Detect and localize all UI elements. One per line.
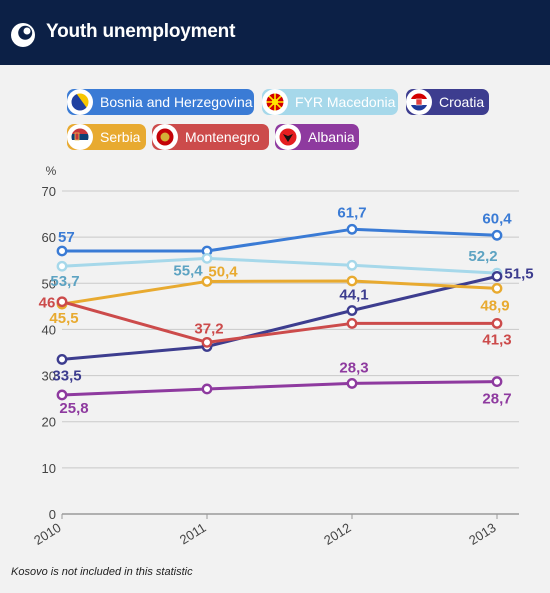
albania-flag-icon <box>275 124 301 150</box>
data-label: 25,8 <box>59 400 88 417</box>
header-bar: Youth unemployment <box>0 0 550 65</box>
legend-label: Serbia <box>100 129 141 145</box>
series-bosnia-and-herzegovina <box>56 223 503 257</box>
series-fyr-macedonia <box>56 252 503 279</box>
series-albania <box>56 376 503 401</box>
croatia-flag-icon <box>406 89 432 115</box>
series-serbia <box>56 275 503 310</box>
legend-item-albania: Albania <box>275 124 359 150</box>
data-point <box>491 282 503 294</box>
data-point <box>491 270 503 282</box>
legend-label: Bosnia and Herzegovina <box>100 94 253 110</box>
series-line <box>62 227 498 253</box>
data-point <box>346 223 358 235</box>
data-label: 41,3 <box>482 331 511 348</box>
data-label: 50,4 <box>208 263 238 280</box>
x-tick-label: 2012 <box>321 520 353 548</box>
macedonia-flag-icon <box>262 89 288 115</box>
legend-swatch <box>152 124 269 150</box>
data-label: 46 <box>39 295 56 312</box>
y-tick-label: 0 <box>49 507 56 522</box>
data-label: 48,9 <box>480 297 509 314</box>
data-point <box>346 259 358 271</box>
series-line <box>61 380 498 397</box>
serbia-flag-icon <box>67 124 93 150</box>
data-point <box>346 378 358 389</box>
chart-series <box>56 223 503 401</box>
data-label: 51,5 <box>504 265 533 282</box>
series-line <box>61 256 498 275</box>
y-tick-label: 10 <box>42 461 56 476</box>
legend-item-montenegro: Montenegro <box>152 124 269 150</box>
legend-item-croatia: Croatia <box>406 89 489 115</box>
data-point <box>201 276 213 287</box>
legend-swatch <box>262 89 398 115</box>
page-title: Youth unemployment <box>46 21 236 42</box>
bosnia-flag-icon <box>67 89 93 115</box>
y-tick-label: 20 <box>42 415 56 430</box>
data-point <box>491 318 503 329</box>
data-point <box>201 383 213 395</box>
data-point <box>201 252 213 264</box>
data-label: 44,1 <box>339 287 368 304</box>
data-label: 33,5 <box>52 367 81 384</box>
series-line <box>61 279 498 306</box>
data-label: 52,2 <box>468 248 497 265</box>
data-label: 28,3 <box>339 359 368 376</box>
y-tick-label: 40 <box>42 322 56 337</box>
x-tick-label: 2011 <box>177 520 209 548</box>
data-point <box>491 376 503 387</box>
footnote: Kosovo is not included in this statistic <box>11 566 193 578</box>
legend-label: Montenegro <box>185 129 260 145</box>
data-label: 55,4 <box>173 262 203 279</box>
legend-item-fyr-macedonia: FYR Macedonia <box>262 89 398 115</box>
data-point <box>346 318 358 329</box>
data-label: 28,7 <box>482 391 511 408</box>
x-tick-label: 2010 <box>31 520 63 548</box>
logo-icon <box>11 23 35 47</box>
data-point <box>346 275 358 287</box>
montenegro-flag-icon <box>152 124 178 150</box>
series-line <box>61 300 497 344</box>
data-label: 37,2 <box>194 320 223 337</box>
data-label: 61,7 <box>337 204 366 221</box>
legend-label: Albania <box>308 129 355 145</box>
data-point <box>346 305 358 316</box>
legend-item-bosnia-and-herzegovina: Bosnia and Herzegovina <box>67 89 254 115</box>
chart-data-labels: 57 61,7 60,4 53,7 55,4 52,2 33,5 44,1 51,5 45,5 50… <box>39 204 534 417</box>
y-tick-label: 50 <box>42 276 56 291</box>
y-tick-label: 70 <box>42 184 56 199</box>
legend-item-serbia: Serbia <box>67 124 146 150</box>
x-tick-label: 2013 <box>466 520 498 548</box>
legend: Bosnia and Herzegovina FYR Macedonia Croat… <box>67 89 489 150</box>
data-point <box>56 245 68 257</box>
data-label: 57 <box>58 229 75 246</box>
legend-swatch <box>67 89 254 115</box>
data-label: 60,4 <box>482 210 512 227</box>
data-point <box>56 389 68 401</box>
y-tick-label: 30 <box>42 369 56 384</box>
data-point <box>491 229 503 241</box>
y-tick-label: 60 <box>42 230 56 245</box>
data-point <box>56 296 68 308</box>
data-point <box>201 336 213 348</box>
legend-label: Croatia <box>439 94 484 110</box>
series-montenegro <box>56 296 503 348</box>
series-line <box>61 274 498 361</box>
data-label: 45,5 <box>49 310 78 327</box>
y-axis-label: % <box>46 164 57 178</box>
data-point <box>56 260 68 272</box>
data-label: 53,7 <box>50 273 79 290</box>
legend-label: FYR Macedonia <box>295 94 396 110</box>
data-point <box>56 354 68 365</box>
